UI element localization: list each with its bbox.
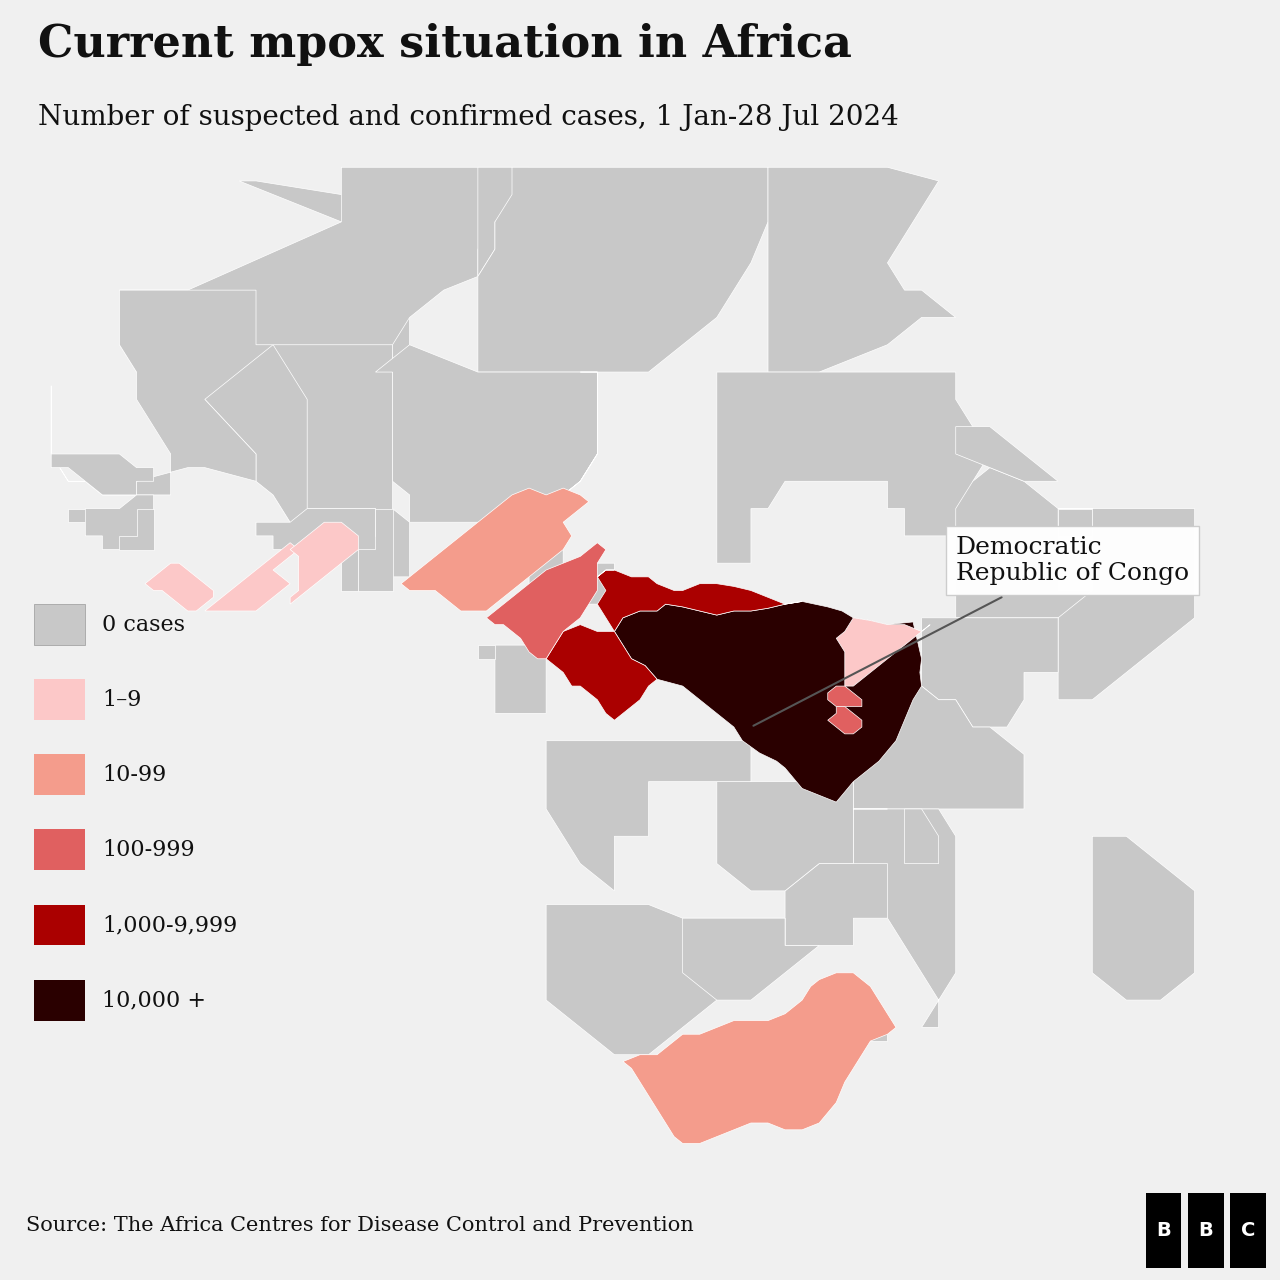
Polygon shape bbox=[803, 1069, 836, 1082]
Polygon shape bbox=[682, 918, 819, 1000]
Bar bbox=[35, 680, 86, 721]
Polygon shape bbox=[477, 645, 495, 659]
Polygon shape bbox=[119, 168, 512, 549]
Bar bbox=[35, 604, 86, 645]
Polygon shape bbox=[119, 180, 410, 549]
Bar bbox=[35, 754, 86, 795]
Polygon shape bbox=[119, 508, 154, 549]
Text: Democratic
Republic of Congo: Democratic Republic of Congo bbox=[754, 536, 1189, 726]
Polygon shape bbox=[273, 344, 410, 577]
Polygon shape bbox=[486, 543, 614, 659]
Polygon shape bbox=[375, 344, 598, 522]
Polygon shape bbox=[623, 973, 896, 1143]
Polygon shape bbox=[68, 508, 102, 522]
Bar bbox=[1230, 1193, 1266, 1268]
Bar bbox=[35, 979, 86, 1020]
Polygon shape bbox=[922, 618, 1059, 727]
Polygon shape bbox=[205, 543, 298, 611]
Polygon shape bbox=[512, 372, 614, 604]
Polygon shape bbox=[477, 168, 529, 276]
Polygon shape bbox=[1059, 508, 1194, 700]
Text: 10,000 +: 10,000 + bbox=[102, 989, 206, 1011]
Polygon shape bbox=[401, 488, 589, 611]
Polygon shape bbox=[477, 168, 768, 372]
Bar bbox=[1146, 1193, 1181, 1268]
Polygon shape bbox=[614, 602, 922, 803]
Text: 10-99: 10-99 bbox=[102, 764, 166, 786]
Polygon shape bbox=[870, 1028, 887, 1041]
Text: C: C bbox=[1240, 1221, 1256, 1240]
Polygon shape bbox=[86, 495, 154, 549]
Polygon shape bbox=[828, 686, 861, 707]
Polygon shape bbox=[785, 864, 887, 946]
Polygon shape bbox=[717, 782, 887, 891]
Polygon shape bbox=[598, 570, 803, 631]
Polygon shape bbox=[1059, 508, 1092, 536]
Polygon shape bbox=[836, 618, 931, 686]
Polygon shape bbox=[828, 707, 861, 733]
Text: B: B bbox=[1156, 1221, 1171, 1240]
Polygon shape bbox=[256, 508, 375, 549]
Polygon shape bbox=[51, 454, 154, 495]
Polygon shape bbox=[547, 741, 751, 891]
Text: Current mpox situation in Africa: Current mpox situation in Africa bbox=[38, 23, 852, 67]
Text: 1–9: 1–9 bbox=[102, 689, 142, 710]
Polygon shape bbox=[768, 168, 956, 372]
Polygon shape bbox=[342, 536, 358, 590]
Polygon shape bbox=[51, 291, 273, 495]
Polygon shape bbox=[854, 672, 1024, 809]
Bar bbox=[1188, 1193, 1224, 1268]
Polygon shape bbox=[145, 563, 214, 611]
Polygon shape bbox=[717, 372, 989, 563]
Bar bbox=[35, 829, 86, 870]
Polygon shape bbox=[956, 426, 1059, 481]
Polygon shape bbox=[291, 522, 358, 604]
Bar bbox=[35, 905, 86, 946]
Polygon shape bbox=[547, 625, 657, 721]
Polygon shape bbox=[495, 645, 547, 713]
Polygon shape bbox=[854, 809, 956, 1028]
Polygon shape bbox=[905, 809, 938, 864]
Text: Number of suspected and confirmed cases, 1 Jan-28 Jul 2024: Number of suspected and confirmed cases,… bbox=[38, 105, 899, 132]
Text: Source: The Africa Centres for Disease Control and Prevention: Source: The Africa Centres for Disease C… bbox=[26, 1216, 694, 1235]
Text: B: B bbox=[1198, 1221, 1213, 1240]
Polygon shape bbox=[358, 508, 393, 590]
Text: 100-999: 100-999 bbox=[102, 838, 195, 861]
Polygon shape bbox=[956, 467, 1126, 618]
Polygon shape bbox=[547, 905, 785, 1055]
Polygon shape bbox=[1092, 836, 1194, 1000]
Text: 1,000-9,999: 1,000-9,999 bbox=[102, 914, 238, 936]
Text: 0 cases: 0 cases bbox=[102, 613, 186, 636]
